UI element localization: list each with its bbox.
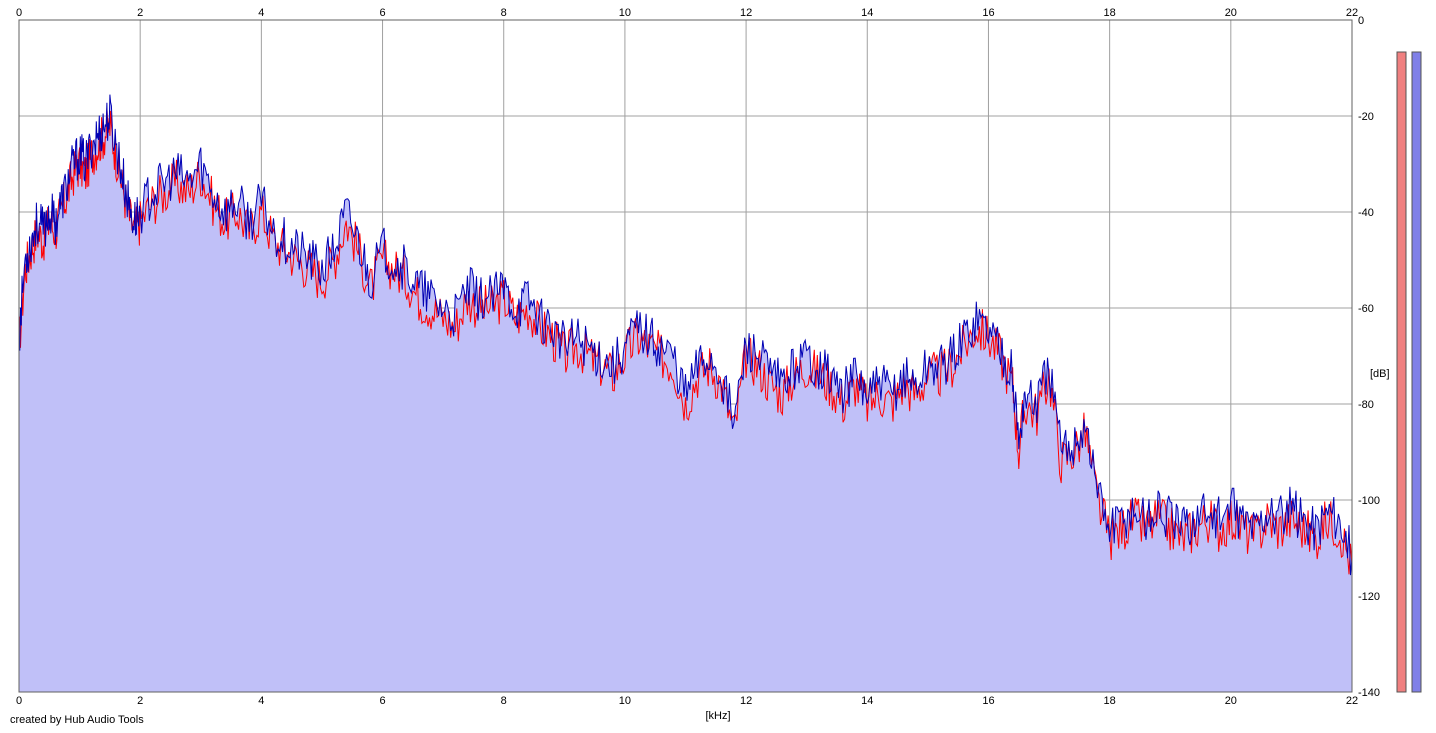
y-tick-label: -100 xyxy=(1358,495,1380,507)
x-tick-label-top: 0 xyxy=(16,7,22,19)
x-tick-label-top: 22 xyxy=(1346,7,1358,19)
x-tick-label-top: 14 xyxy=(861,7,873,19)
y-tick-label: -120 xyxy=(1358,591,1380,603)
plot-border xyxy=(18,19,1353,693)
tick-labels: 002244668810101212141416161818202022220-… xyxy=(16,7,1380,707)
x-tick-label-bottom: 16 xyxy=(982,695,994,707)
x-tick-label-top: 2 xyxy=(137,7,143,19)
x-tick-label-bottom: 2 xyxy=(137,695,143,707)
spectrum-fill-area xyxy=(19,94,1352,693)
right-channel-line xyxy=(18,94,1353,576)
x-tick-label-top: 8 xyxy=(501,7,507,19)
x-tick-label-bottom: 22 xyxy=(1346,695,1358,707)
x-tick-label-bottom: 6 xyxy=(379,695,385,707)
y-tick-label: 0 xyxy=(1358,15,1364,27)
y-tick-label: -40 xyxy=(1358,207,1374,219)
x-tick-label-bottom: 10 xyxy=(619,695,631,707)
y-tick-label: -20 xyxy=(1358,111,1374,123)
x-tick-label-top: 10 xyxy=(619,7,631,19)
left-channel-level-meter xyxy=(1396,51,1407,693)
x-tick-label-bottom: 14 xyxy=(861,695,873,707)
right-channel-level-meter xyxy=(1411,51,1422,693)
credit-text: created by Hub Audio Tools xyxy=(10,714,144,726)
x-tick-label-bottom: 8 xyxy=(501,695,507,707)
x-tick-label-top: 18 xyxy=(1104,7,1116,19)
x-tick-label-bottom: 18 xyxy=(1104,695,1116,707)
x-tick-label-bottom: 4 xyxy=(258,695,264,707)
x-tick-label-top: 20 xyxy=(1225,7,1237,19)
y-axis-label: [dB] xyxy=(1370,368,1390,380)
y-tick-label: -140 xyxy=(1358,687,1380,699)
x-tick-label-top: 12 xyxy=(740,7,752,19)
y-tick-label: -80 xyxy=(1358,399,1374,411)
x-tick-label-bottom: 12 xyxy=(740,695,752,707)
x-tick-label-top: 6 xyxy=(379,7,385,19)
x-axis-label: [kHz] xyxy=(705,710,730,722)
x-tick-label-top: 4 xyxy=(258,7,264,19)
y-tick-label: -60 xyxy=(1358,303,1374,315)
x-tick-label-bottom: 20 xyxy=(1225,695,1237,707)
x-tick-label-bottom: 0 xyxy=(16,695,22,707)
x-tick-label-top: 16 xyxy=(982,7,994,19)
